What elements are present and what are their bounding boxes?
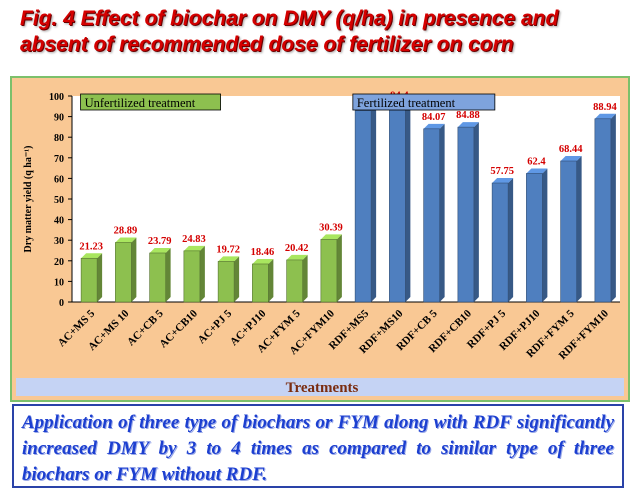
bar [217,261,235,303]
bar-side [199,245,205,302]
data-label: 68.44 [559,144,583,155]
y-tick-label: 100 [49,92,64,103]
data-label: 20.42 [285,243,309,254]
bar-top [115,237,137,243]
y-tick-label: 0 [59,298,64,309]
bar-top [594,113,616,119]
bar-side [508,178,514,302]
y-tick-label: 30 [54,236,64,247]
bar-side [302,254,308,302]
group-label-unfertilized: Unfertilized treatment [85,96,196,110]
bar-side [405,102,411,302]
bar-side [371,105,377,302]
bar [354,110,372,303]
data-label: 57.75 [490,166,514,177]
bar [491,182,509,303]
y-tick-label: 90 [54,113,64,124]
bar-side [439,123,445,302]
bar [594,118,612,303]
bar [115,242,132,303]
y-tick-label: 80 [54,133,64,144]
conclusion-caption: Application of three type of biochars or… [12,404,624,488]
bar [423,128,440,303]
bar-top [423,123,445,129]
y-axis-label: Dry matter yield (q ha⁻¹) [23,146,34,253]
bar [389,107,406,303]
bar-side [576,156,582,302]
bar-chart: 0 10 20 30 40 50 60 70 80 90 100 Dry matter yield (… [16,91,624,396]
data-label: 18.46 [251,247,275,258]
y-tick-label: 20 [54,257,64,268]
x-axis-label: Treatments [286,380,359,396]
bar [80,257,98,303]
x-tick-label: AC+CB10 [157,307,200,350]
bar-top [320,234,342,240]
chart-panel: 0 10 20 30 40 50 60 70 80 90 100 Dry matter yield (… [10,76,630,402]
bar-top [526,168,548,174]
group-label-fertilized: Fertilized treatment [357,96,456,110]
bar-top [218,256,240,262]
bar [149,252,166,303]
y-tick-label: 40 [54,216,64,227]
bar-top [252,258,274,264]
bar-side [165,247,171,302]
y-tick-label: 60 [54,174,64,185]
data-label: 24.83 [182,234,206,245]
bar-side [97,253,103,302]
data-label: 30.39 [319,222,343,233]
group-label-box-fertilized [352,93,496,111]
data-label: 88.94 [593,102,617,113]
data-label: 19.72 [216,244,240,255]
bar-top [149,247,171,253]
bar [183,250,201,303]
y-tick-label: 10 [54,277,64,288]
bar-top [286,254,308,260]
bar-side [610,113,616,302]
bar [252,263,269,303]
x-axis-label-band [16,378,624,396]
bar-side [268,258,274,302]
bar-top [560,156,582,162]
data-label: 84.88 [456,110,480,121]
bar-side [542,168,548,302]
group-label-box-unfertilized [80,93,221,111]
bar-top [183,245,205,251]
bar [320,239,338,303]
data-label: 23.79 [148,236,172,247]
bar-side [131,237,137,302]
y-tick-label: 50 [54,195,64,206]
bar-side [336,234,342,302]
y-tick-label: 70 [54,154,64,165]
data-label: 62.4 [527,156,546,167]
data-label: 28.89 [114,225,138,236]
data-label: 84.07 [422,112,446,123]
bar [457,126,475,303]
bar [526,173,543,303]
bar [286,259,303,303]
bar-top [81,253,103,259]
bar [560,160,577,303]
data-label: 21.23 [79,241,103,252]
bar-top [492,178,514,184]
bar-side [234,256,240,302]
bar-top [457,122,479,128]
figure-title: Fig. 4 Effect of biochar on DMY (q/ha) i… [20,7,559,56]
bar-side [473,122,479,302]
